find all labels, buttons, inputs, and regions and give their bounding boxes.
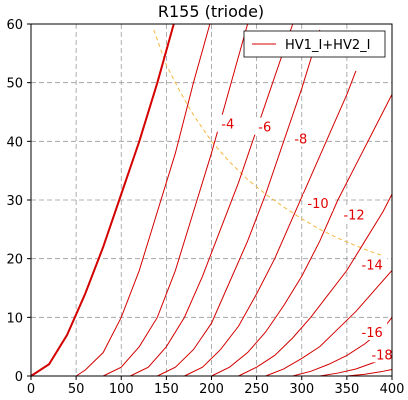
x-tick-label: 50 xyxy=(68,382,85,397)
chart-title: R155 (triode) xyxy=(158,2,264,21)
grid xyxy=(31,24,392,376)
x-tick-label: 300 xyxy=(289,382,314,397)
grid-voltage-labels: -4 -6 -8 -10 -12 -14 -16 -18 xyxy=(216,114,398,363)
annotation-bg xyxy=(357,323,388,340)
x-tick-label: 400 xyxy=(380,382,405,397)
annotation-label: -14 xyxy=(362,259,383,274)
x-tick-label: 350 xyxy=(334,382,359,397)
series-line-grid-minus-14 xyxy=(238,193,393,377)
y-tick-label: 60 xyxy=(6,18,23,33)
y-tick-label: 0 xyxy=(15,370,23,385)
annotation-bg xyxy=(302,193,333,211)
y-tick-label: 20 xyxy=(6,253,23,268)
annotation-bg xyxy=(357,255,388,273)
annotation-bg xyxy=(216,114,239,132)
series-line-grid-minus-16 xyxy=(265,270,393,377)
x-tick-label: 150 xyxy=(154,382,179,397)
annotation-bg xyxy=(289,129,312,147)
plate-curves xyxy=(30,23,393,377)
series-line-grid-minus-8 xyxy=(157,29,321,377)
x-tick-label: 0 xyxy=(27,382,35,397)
series-line-grid-minus-10 xyxy=(184,70,357,377)
y-tick-label: 30 xyxy=(6,194,23,209)
y-tick-label: 10 xyxy=(6,311,23,326)
series-line-grid-minus-4 xyxy=(102,23,249,377)
annotation-label: -18 xyxy=(371,348,392,363)
legend-label: HV1_I+HV2_I xyxy=(285,38,370,53)
series-line-grid-minus-12 xyxy=(211,94,393,377)
x-tick-label: 250 xyxy=(244,382,269,397)
y-tick-label: 40 xyxy=(6,135,23,150)
annotation-bg xyxy=(367,345,398,363)
annotation-label: -8 xyxy=(294,132,307,147)
x-tick-label: 200 xyxy=(199,382,224,397)
series-line-grid-minus-6 xyxy=(130,23,294,377)
axis-ticks: 0 50 100 150 200 250 300 350 400 0 10 20 30 40 50 60 xyxy=(6,18,404,397)
annotation-label: -16 xyxy=(362,326,383,341)
series-line-grid-minus-22 xyxy=(346,369,393,377)
x-tick-label: 100 xyxy=(109,382,134,397)
annotation-label: -4 xyxy=(221,118,234,133)
annotation-bg xyxy=(253,117,276,135)
annotation-label: -12 xyxy=(343,209,364,224)
annotation-label: -10 xyxy=(307,197,328,212)
legend: HV1_I+HV2_I xyxy=(243,30,386,58)
series-line-grid-0 xyxy=(30,23,175,377)
annotation-label: -6 xyxy=(258,121,271,136)
y-tick-label: 50 xyxy=(6,77,23,92)
annotation-bg xyxy=(339,205,370,223)
series-line-grid-minus-2 xyxy=(75,23,211,377)
